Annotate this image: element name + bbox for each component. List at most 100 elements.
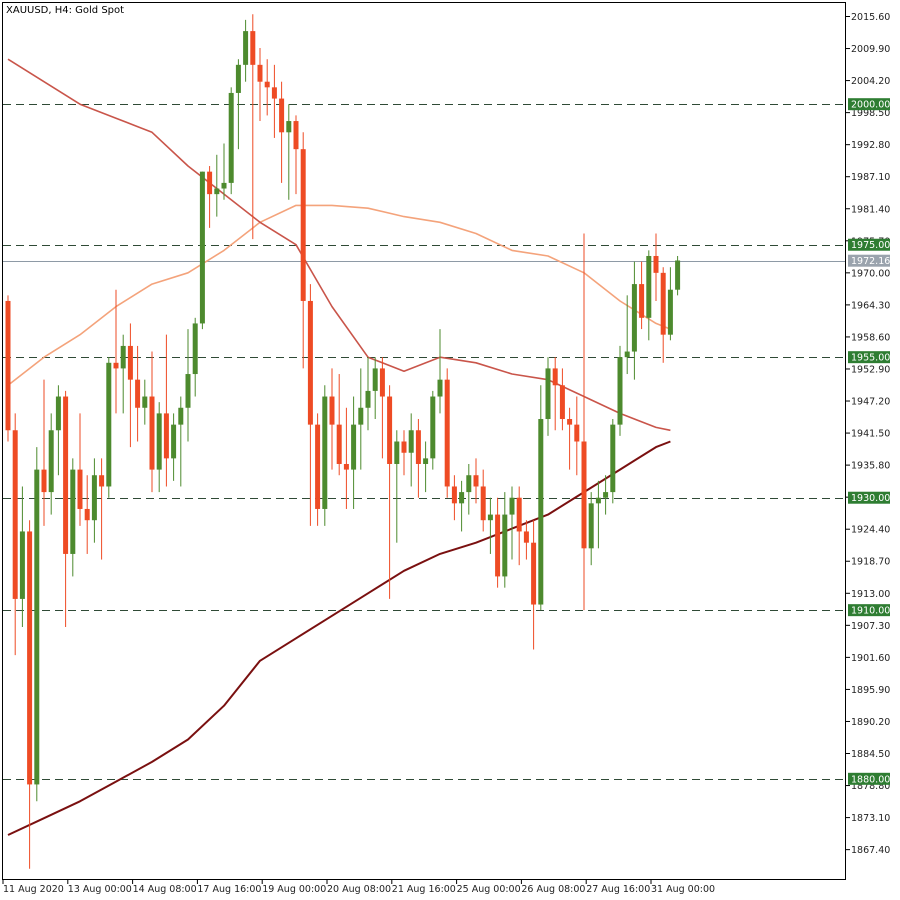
price-tick-label: 2004.20 [851, 76, 890, 87]
candle [207, 166, 213, 228]
candle-body [149, 396, 155, 470]
price-tick-label: 1907.30 [851, 621, 890, 632]
candle [19, 486, 25, 628]
candle [617, 345, 623, 436]
price-tick-label: 1878.80 [851, 781, 890, 792]
chart-title: XAUUSD, H4: Gold Spot [6, 5, 124, 16]
price-tick-label: 1890.20 [851, 717, 890, 728]
time-tick-label: 13 Aug 00:00 [68, 884, 132, 895]
level-label-text: 1930.00 [851, 493, 890, 504]
level-label-text: 1880.00 [851, 774, 890, 785]
candle-body [48, 430, 54, 493]
current-price-box [848, 254, 890, 267]
candle [502, 492, 508, 588]
candle [271, 64, 277, 138]
candle [293, 115, 299, 195]
candle [250, 14, 256, 240]
current-price-label: 1972.16 [848, 254, 890, 267]
moving-average-line [7, 204, 671, 386]
candle-body [264, 81, 270, 88]
candle [379, 357, 385, 459]
candle-body [531, 542, 537, 605]
candle-body [221, 182, 227, 189]
candle [581, 233, 587, 611]
candle [199, 171, 205, 330]
candle-body [660, 272, 666, 335]
candle-body [617, 357, 623, 425]
candle-body [271, 87, 277, 99]
price-tick-label: 1918.70 [851, 557, 890, 568]
candle-body [624, 351, 630, 358]
candle [387, 385, 393, 599]
candle-body [387, 396, 393, 464]
candle-body [466, 475, 472, 493]
candle [358, 368, 364, 470]
candle [336, 374, 342, 476]
candle [660, 267, 666, 363]
candle-body [84, 508, 90, 521]
candle-body [567, 419, 573, 425]
candle-body [70, 469, 76, 554]
candle [34, 447, 40, 802]
candle-body [34, 469, 40, 785]
horizontal-levels [3, 104, 846, 780]
candle-body [667, 289, 673, 335]
candle-body [91, 475, 97, 521]
price-tick-label: 1992.80 [851, 140, 890, 151]
candle-body [459, 492, 465, 504]
moving-average-line [7, 58, 671, 432]
candle-body [336, 424, 342, 464]
candle-body [163, 413, 169, 459]
candle-body [595, 497, 601, 504]
candle-body [250, 31, 256, 65]
time-tick-label: 21 Aug 16:00 [392, 884, 456, 895]
candle-body [199, 171, 205, 324]
candle-body [495, 514, 501, 577]
candle [430, 390, 436, 470]
candle-body [293, 121, 299, 150]
candle-body [502, 514, 508, 577]
candle [307, 284, 313, 526]
candle-body [451, 486, 457, 504]
candle-body [574, 424, 580, 442]
candle-body [480, 486, 486, 521]
candle [106, 357, 112, 498]
candle [531, 520, 537, 650]
candle [156, 402, 162, 493]
level-price-label: 1955.00 [848, 351, 890, 364]
candle-body [214, 188, 220, 195]
candle-body [603, 492, 609, 498]
candle [185, 329, 191, 442]
candle-body [113, 362, 119, 369]
candle [675, 255, 681, 296]
candle [552, 357, 558, 431]
candle [12, 413, 18, 656]
time-tick-label: 31 Aug 00:00 [651, 884, 715, 895]
candle [27, 520, 33, 869]
candle [257, 47, 263, 122]
candle-body [646, 255, 652, 318]
candle [192, 317, 198, 397]
candle-body [41, 469, 47, 493]
candle-body [142, 396, 148, 408]
candle [466, 463, 472, 515]
candle-body [351, 424, 357, 470]
candle-body [437, 379, 443, 397]
candle [214, 154, 220, 217]
candle-body [55, 396, 61, 431]
level-price-label: 1930.00 [848, 491, 890, 504]
time-tick-label: 25 Aug 00:00 [457, 884, 521, 895]
candle-body [516, 497, 522, 532]
candle-body [581, 441, 587, 549]
candle-body [127, 345, 133, 380]
candle [610, 419, 616, 504]
candle [567, 407, 573, 470]
time-tick-label: 17 Aug 16:00 [197, 884, 261, 895]
candle [415, 419, 421, 498]
time-tick-label: 27 Aug 16:00 [586, 884, 650, 895]
level-label-text: 1955.00 [851, 353, 890, 364]
candle [459, 480, 465, 532]
candle [574, 396, 580, 476]
candle-body [631, 284, 637, 352]
